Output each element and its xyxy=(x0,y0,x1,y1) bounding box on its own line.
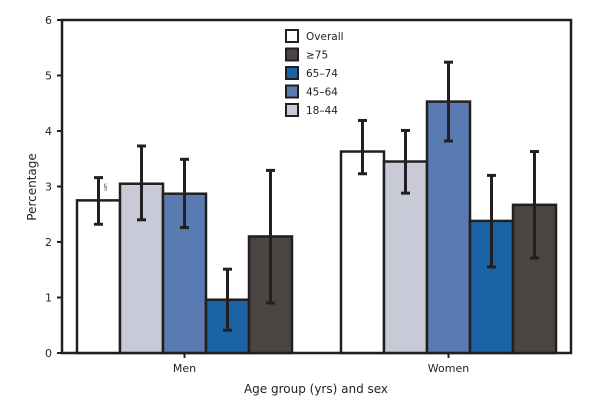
y-axis-title: Percentage xyxy=(25,153,39,221)
bar xyxy=(161,192,208,355)
bar xyxy=(75,199,122,355)
x-axis-title: Age group (yrs) and sex xyxy=(244,382,388,396)
legend-label: Overall xyxy=(306,31,344,43)
y-tick-label: 4 xyxy=(45,125,52,138)
y-tick-label: 5 xyxy=(45,70,52,83)
axes: 0 1 2 3 4 5 6 Men Women xyxy=(45,14,573,375)
bars xyxy=(75,100,558,355)
legend-swatch xyxy=(285,66,299,80)
x-tick-label: Women xyxy=(428,362,469,375)
y-tick-label: 1 xyxy=(45,292,52,305)
y-tick-label: 6 xyxy=(45,14,52,27)
legend-swatch xyxy=(285,103,299,117)
x-tick-label: Men xyxy=(173,362,196,375)
legend-swatch xyxy=(285,29,299,43)
bar xyxy=(339,150,386,355)
legend: Overall ≥75 65–74 45–64 18–44 xyxy=(285,29,344,117)
footnote-marker: § xyxy=(104,183,108,192)
legend-label: ≥75 xyxy=(306,50,328,62)
legend-swatch xyxy=(285,47,299,62)
error-bars: § xyxy=(94,60,539,332)
y-tick-label: 3 xyxy=(45,181,52,194)
y-tick-label: 2 xyxy=(45,236,52,249)
legend-label: 45–64 xyxy=(306,87,338,99)
legend-label: 65–74 xyxy=(306,68,338,80)
legend-label: 18–44 xyxy=(306,105,338,117)
legend-swatch xyxy=(285,84,299,99)
y-tick-label: 0 xyxy=(45,347,52,360)
